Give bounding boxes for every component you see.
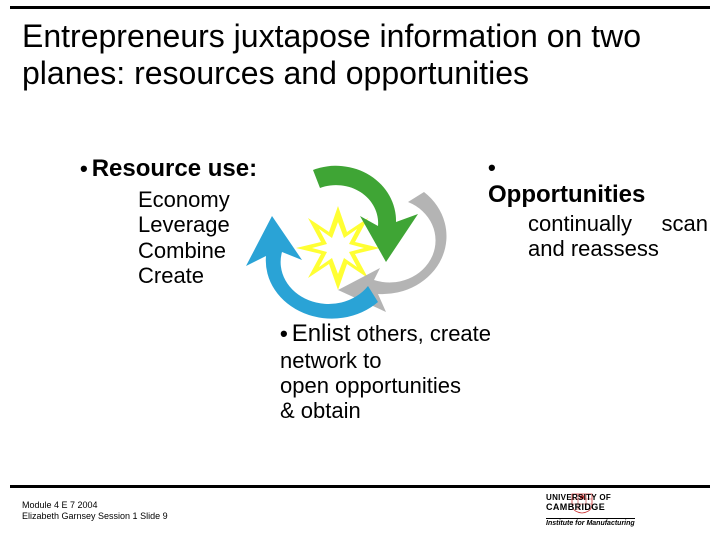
- enlist-lead: Enlist: [292, 320, 351, 347]
- enlist-block: •Enlist others, create network to open o…: [280, 320, 530, 423]
- bullet-icon: •: [280, 321, 288, 346]
- footer-author: Elizabeth Garnsey Session 1 Slide 9: [22, 511, 168, 522]
- opportunities-bullet: •: [488, 155, 708, 181]
- enlist-line: •Enlist others, create network to: [280, 320, 530, 373]
- opportunities-heading: Opportunities: [488, 181, 708, 209]
- opportunities-sub: continually scan and reassess: [528, 211, 708, 262]
- resource-block: •Resource use: Economy Leverage Combine …: [80, 155, 340, 288]
- resource-item: Combine: [138, 238, 340, 263]
- enlist-line4: & obtain: [280, 398, 530, 423]
- institute: Institute for Manufacturing: [546, 518, 635, 527]
- resource-heading: •Resource use:: [80, 155, 340, 183]
- top-rule: [10, 6, 710, 9]
- bottom-rule: [10, 485, 710, 488]
- resource-heading-text: Resource use:: [92, 155, 257, 182]
- opportunities-block: • Opportunities continually scan and rea…: [488, 155, 708, 262]
- resource-item: Economy: [138, 187, 340, 212]
- arrow-gray: [338, 192, 446, 312]
- footer-module: Module 4 E 7 2004: [22, 500, 168, 511]
- footer-left: Module 4 E 7 2004 Elizabeth Garnsey Sess…: [22, 500, 168, 522]
- slide-title: Entrepreneurs juxtapose information on t…: [22, 18, 710, 92]
- resource-items: Economy Leverage Combine Create: [138, 187, 340, 288]
- university-of: UNIVERSITY OF: [546, 493, 696, 502]
- cambridge: CAMBRIDGE: [546, 502, 696, 512]
- resource-item: Leverage: [138, 212, 340, 237]
- bullet-icon: •: [80, 156, 88, 181]
- enlist-line3: open opportunities: [280, 373, 530, 398]
- footer-right: UNIVERSITY OF CAMBRIDGE Institute for Ma…: [546, 493, 696, 530]
- resource-item: Create: [138, 263, 340, 288]
